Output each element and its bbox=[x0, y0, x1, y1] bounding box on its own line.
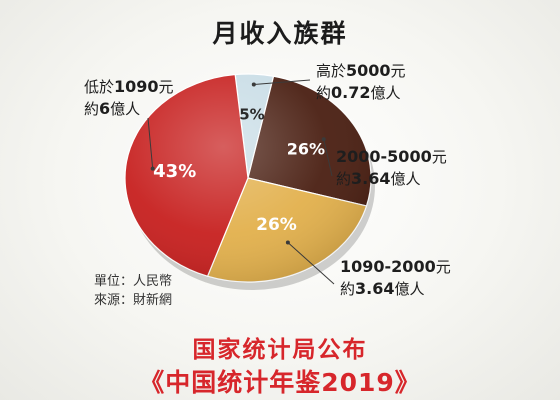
leader-above-5000-dot bbox=[251, 82, 256, 87]
pie-slice-label-above-5000: 5% bbox=[239, 106, 264, 124]
leader-lines bbox=[147, 79, 335, 285]
leader-2000-5000-dot bbox=[321, 137, 326, 142]
pie-slice-labels: 5% 26% 26% 43% bbox=[153, 106, 325, 235]
pie-slice-label-below-1090: 43% bbox=[153, 161, 196, 182]
leader-1090-2000-dot bbox=[285, 240, 290, 245]
pie-slice-label-2000-5000: 26% bbox=[287, 139, 325, 158]
leader-below-1090-dot bbox=[150, 166, 155, 171]
leader-2000-5000 bbox=[323, 139, 333, 177]
unit-note: 單位：人民幣 bbox=[94, 274, 173, 289]
footer-publisher: 国家统计局公布 bbox=[192, 337, 368, 363]
callout-lower-mid-income: 1090-2000元 約3.64億人 bbox=[340, 257, 451, 298]
chart-meta: 單位：人民幣 來源：財新網 bbox=[94, 272, 172, 310]
chart-title: 月收入族群 bbox=[212, 19, 348, 48]
leader-1090-2000 bbox=[287, 242, 335, 285]
pie-slice-label-1090-2000: 26% bbox=[256, 215, 297, 235]
callout-high-income: 高於5000元 約0.72億人 bbox=[316, 61, 406, 102]
leader-above-5000 bbox=[253, 79, 311, 86]
callout-low-income: 低於1090元 約6億人 bbox=[84, 77, 174, 118]
callout-mid-income: 2000-5000元 約3.64億人 bbox=[336, 147, 447, 188]
footer-publication: 《中国统计年鉴2019》 bbox=[139, 368, 421, 397]
leader-below-1090 bbox=[147, 117, 154, 169]
source-note: 來源：財新網 bbox=[94, 293, 173, 308]
